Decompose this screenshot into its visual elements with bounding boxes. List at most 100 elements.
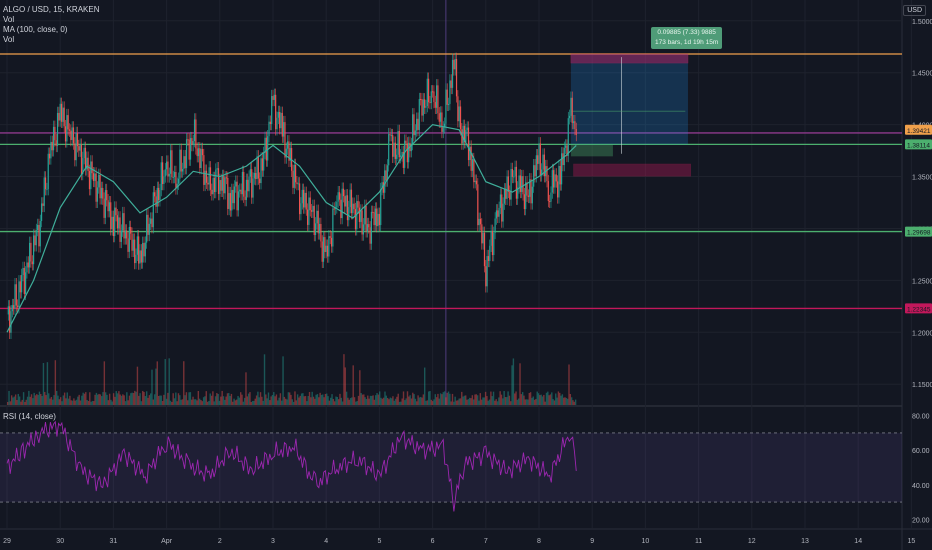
price-candles — [7, 52, 577, 339]
rsi-legend[interactable]: RSI (14, close) — [3, 412, 56, 421]
price-candle — [232, 189, 234, 204]
price-candle — [316, 210, 318, 224]
volume-bar — [147, 397, 149, 405]
volume-bar — [392, 396, 394, 405]
price-candle — [543, 154, 545, 177]
volume-bar — [421, 397, 423, 405]
price-candle — [491, 230, 494, 256]
price-candle — [100, 187, 103, 199]
price-candle — [67, 115, 69, 130]
volume-bar — [230, 393, 233, 405]
volume-bar — [163, 394, 165, 405]
volume-bar — [326, 393, 328, 405]
volume-bar — [46, 362, 49, 405]
price-candle — [200, 148, 202, 169]
price-label-box — [905, 226, 932, 237]
volume-bar — [82, 392, 84, 405]
volume-bar — [515, 391, 517, 405]
volume-bar — [106, 394, 108, 405]
price-candle — [112, 216, 114, 237]
price-candle — [62, 107, 64, 122]
price-candle — [142, 242, 144, 263]
price-candle — [268, 121, 270, 137]
volume-bar — [10, 395, 13, 405]
volume-bar — [541, 396, 544, 405]
volume-bar — [177, 393, 180, 405]
price-candle — [205, 170, 208, 183]
price-candle — [474, 180, 476, 183]
volume-bar — [474, 394, 476, 405]
volume-bar — [290, 394, 292, 405]
price-candle — [241, 171, 244, 195]
volume-bar — [418, 397, 421, 405]
volume-bar — [551, 392, 553, 405]
volume-bar — [44, 391, 46, 405]
volume-bar — [299, 395, 301, 405]
price-candle — [441, 112, 443, 132]
symbol-title[interactable]: ALGO / USD, 15, KRAKEN — [3, 5, 100, 14]
price-candle — [338, 192, 341, 200]
price-candle — [511, 168, 513, 177]
volume-bar — [406, 391, 409, 405]
volume-bar — [29, 396, 31, 405]
volume-indicator-label-2[interactable]: Vol — [3, 35, 15, 44]
volume-bar — [208, 401, 210, 405]
price-candle — [549, 201, 551, 203]
price-candle — [534, 165, 536, 177]
price-candle — [398, 131, 400, 158]
volume-bar — [332, 398, 335, 405]
volume-bar — [255, 395, 258, 405]
price-candle — [324, 237, 326, 252]
measure-line-1: 0.09885 (7.33) 9885 — [657, 29, 716, 36]
x-tick-label: 10 — [642, 538, 650, 545]
volume-bar — [233, 398, 235, 405]
price-candle — [420, 99, 422, 101]
volume-bar — [45, 395, 47, 405]
volume-bar — [239, 392, 242, 405]
price-candle — [118, 217, 120, 229]
volume-bar — [95, 392, 98, 405]
price-candle — [115, 207, 117, 216]
volume-indicator-label[interactable]: Vol — [3, 15, 15, 24]
volume-bar — [128, 395, 131, 405]
price-candle — [31, 261, 33, 265]
volume-bar — [267, 392, 270, 405]
volume-bar — [496, 401, 499, 405]
price-candle — [368, 224, 370, 228]
volume-bar — [349, 398, 352, 405]
volume-bar — [9, 401, 12, 405]
volume-bar — [426, 400, 429, 405]
ma-indicator-label[interactable]: MA (100, close, 0) — [3, 25, 68, 34]
price-candle — [396, 154, 398, 159]
price-candle — [397, 131, 399, 155]
volume-bar — [393, 400, 395, 405]
volume-bar — [167, 392, 169, 405]
volume-bar — [234, 400, 237, 405]
price-candle — [92, 173, 95, 181]
y-tick-label: 1.20000 — [912, 330, 932, 337]
volume-bar — [173, 398, 176, 405]
volume-bar — [20, 401, 22, 405]
price-candle — [180, 149, 182, 172]
price-candle — [259, 178, 261, 184]
price-candle — [414, 130, 416, 136]
price-candle — [299, 183, 301, 215]
x-tick-label: 5 — [377, 538, 381, 545]
volume-bar — [461, 391, 463, 405]
currency-label[interactable]: USD — [903, 5, 926, 16]
volume-bar — [81, 395, 83, 405]
volume-bar — [307, 396, 309, 405]
volume-bar — [369, 395, 372, 405]
volume-bar — [495, 399, 497, 405]
chart-legend: ALGO / USD, 15, KRAKEN Vol MA (100, clos… — [3, 5, 99, 45]
price-candle — [451, 59, 454, 88]
price-candle — [340, 199, 342, 219]
volume-bar — [18, 396, 21, 405]
volume-bar — [30, 394, 33, 405]
volume-bar — [33, 392, 35, 405]
price-candle — [314, 223, 317, 235]
price-candle — [284, 122, 286, 158]
price-candle — [330, 237, 333, 247]
volume-bar — [90, 401, 92, 405]
